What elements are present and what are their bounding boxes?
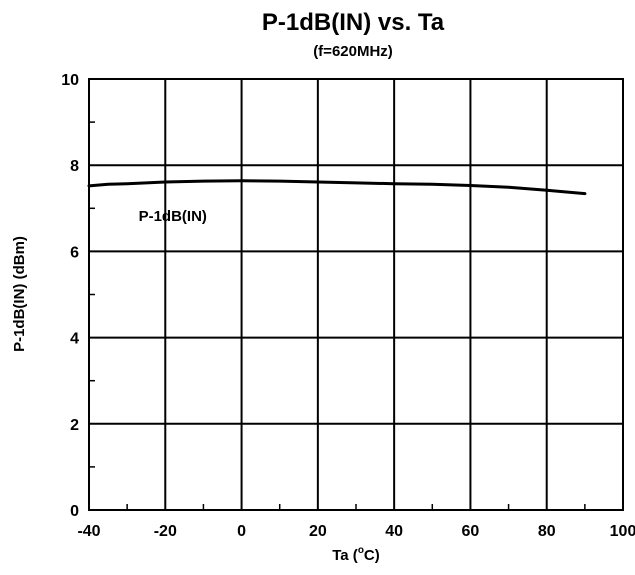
y-tick-label: 6 (70, 244, 79, 261)
x-axis-tick-labels: -40 -20 0 20 40 60 80 100 (77, 523, 635, 540)
y-axis-tick-labels: 0 2 4 6 8 10 (61, 72, 79, 520)
y-tick-label: 10 (61, 72, 79, 89)
x-axis-label-main: Ta ( (332, 547, 358, 564)
chart-subtitle: (f=620MHz) (313, 43, 393, 60)
y-tick-label: 8 (70, 158, 79, 175)
grid (89, 79, 623, 510)
x-tick-label: 40 (385, 523, 403, 540)
x-axis-label-degree: o (358, 545, 364, 556)
annotation-layer: P-1dB(IN) (139, 208, 207, 225)
plot-frame (88, 78, 624, 511)
chart-title: P-1dB(IN) vs. Ta (262, 9, 445, 36)
y-tick-label: 4 (70, 331, 79, 348)
x-tick-label: 20 (309, 523, 327, 540)
x-tick-label: 0 (237, 523, 246, 540)
x-tick-label: -20 (154, 523, 177, 540)
y-axis-label: P-1dB(IN) (dBm) (11, 236, 28, 352)
x-tick-label: -40 (77, 523, 100, 540)
x-tick-label: 100 (610, 523, 635, 540)
x-axis-label-unit: C) (364, 547, 380, 564)
y-tick-label: 0 (70, 503, 79, 520)
series-layer (87, 179, 587, 196)
x-tick-label: 80 (538, 523, 556, 540)
y-tick-label: 2 (70, 417, 79, 434)
series-label: P-1dB(IN) (139, 208, 207, 225)
series-line-p1db-in (87, 179, 587, 196)
x-axis-label: Ta (oC) (332, 545, 380, 564)
axis-ticks (89, 121, 586, 510)
x-tick-label: 60 (462, 523, 480, 540)
